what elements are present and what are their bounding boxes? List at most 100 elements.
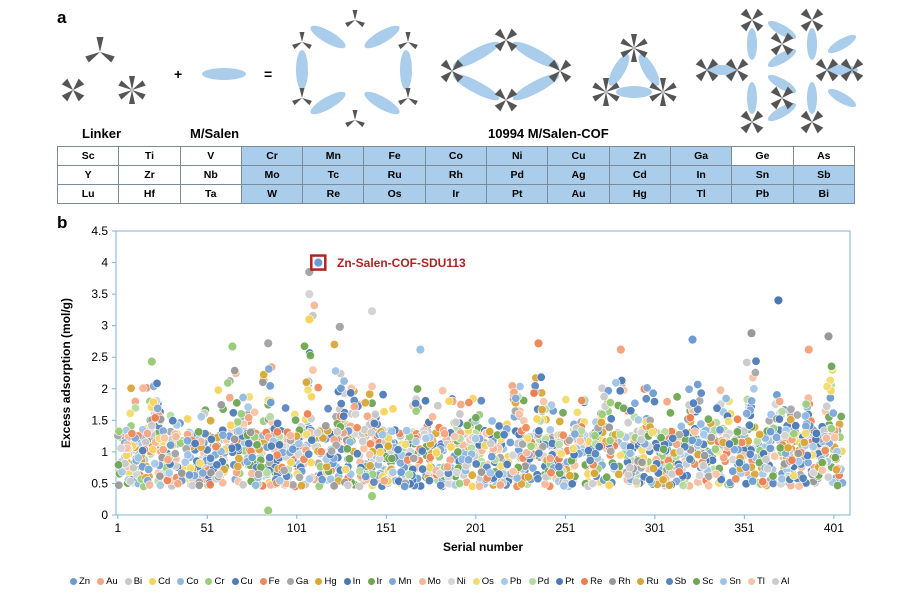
legend-item-sn: Sn [720, 576, 741, 587]
data-point-mn [511, 393, 521, 403]
data-point-re [787, 455, 797, 465]
element-cell-os: Os [363, 184, 426, 204]
data-point-mn [684, 384, 694, 394]
data-point-al [358, 436, 368, 446]
legend-item-hg: Hg [315, 576, 337, 587]
data-point-pb [411, 437, 421, 447]
data-point-bi [742, 357, 752, 367]
data-point-cr [147, 356, 157, 367]
legend-marker-icon [389, 577, 397, 585]
cof-count-caption: 10994 M/Salen-COF [488, 126, 609, 141]
data-point-al [823, 472, 833, 482]
data-point-co [251, 480, 261, 490]
data-point-zn [741, 462, 751, 472]
data-point-sn [331, 366, 341, 376]
data-point-sc [453, 447, 463, 457]
data-point-sc [732, 427, 742, 437]
data-point-sc [252, 440, 262, 450]
data-point-ru [126, 383, 136, 393]
data-point-ni [695, 471, 705, 481]
data-point-hg [658, 475, 668, 485]
data-point-sb [590, 449, 600, 459]
data-point-cd [213, 385, 223, 395]
data-point-tl [365, 449, 375, 459]
legend-marker-icon [315, 577, 323, 585]
data-point-al [343, 480, 353, 490]
data-point-fe [425, 452, 435, 462]
data-point-zn [687, 435, 697, 445]
element-cell-bi: Bi [792, 184, 856, 204]
data-point-al [125, 476, 135, 486]
data-point-cu [668, 433, 678, 443]
kagome-cof-icon [695, 8, 864, 134]
legend-marker-icon [97, 577, 105, 585]
data-point-ni [367, 306, 377, 316]
data-point-au [225, 393, 235, 403]
data-point-sc [830, 453, 840, 463]
data-point-co [696, 419, 706, 429]
data-point-cr [223, 378, 233, 388]
rhombic-cof-icon [440, 28, 572, 112]
data-point-pt [615, 386, 625, 396]
legend-marker-icon [581, 577, 589, 585]
data-point-cr [367, 491, 377, 501]
highlight-box [310, 254, 327, 271]
data-point-ni [780, 430, 790, 440]
data-point-sb [685, 454, 695, 464]
data-point-tl [794, 481, 804, 491]
data-point-rh [321, 421, 331, 431]
data-point-pt [138, 446, 148, 456]
data-point-ru [365, 461, 375, 471]
legend-label: Au [106, 575, 118, 587]
periodic-table-row: Y Zr Nb Mo Tc Ru Rh Pd Ag Cd In Sn Sb [56, 165, 856, 185]
element-cell-lu: Lu [56, 184, 120, 204]
data-point-rh [155, 471, 165, 481]
data-point-tl [539, 397, 549, 407]
data-point-sc [817, 458, 827, 468]
data-point-zn [266, 397, 276, 407]
legend-item-pt: Pt [556, 576, 574, 587]
legend-marker-icon [259, 577, 267, 585]
msalen-caption: M/Salen [190, 126, 240, 141]
data-point-bi [625, 463, 635, 473]
legend-item-zn: Zn [70, 576, 90, 587]
data-point-cd [388, 404, 398, 414]
legend-item-sc: Sc [693, 576, 713, 587]
data-point-fe [521, 423, 531, 433]
data-point-mo [309, 300, 319, 310]
legend-label: Co [186, 575, 199, 587]
data-point-cu [645, 475, 655, 485]
legend-label: Tl [756, 575, 765, 587]
legend-marker-icon [500, 577, 508, 585]
data-point-au [456, 399, 466, 409]
legend-marker-icon [693, 577, 701, 585]
data-point-ga [409, 453, 419, 463]
data-point-al [822, 401, 832, 411]
data-point-tl [308, 365, 318, 375]
legend-label: Re [590, 575, 603, 587]
data-point-pb [155, 480, 165, 490]
data-point-hg [755, 429, 765, 439]
data-point-cu [734, 458, 744, 468]
legend-item-mn: Mn [389, 576, 412, 587]
data-point-fe [546, 468, 556, 478]
legend-label: Fe [268, 575, 280, 587]
legend-marker-icon [70, 577, 77, 585]
legend-label: Os [481, 575, 494, 587]
data-point-co [487, 416, 497, 426]
data-point-rh [230, 434, 240, 444]
data-point-ir [412, 384, 422, 394]
data-point-au [616, 344, 626, 355]
data-point-hg [383, 441, 393, 451]
data-point-in [274, 440, 284, 450]
data-point-pb [545, 425, 555, 435]
data-point-pt [417, 446, 427, 456]
data-point-pd [131, 403, 141, 413]
data-point-rh [177, 468, 187, 478]
legend-label: Sb [674, 575, 687, 587]
data-point-sc [775, 443, 785, 453]
data-point-mn [463, 455, 473, 465]
data-point-os [647, 427, 657, 437]
legend-item-sb: Sb [665, 575, 687, 587]
legend-label: In [352, 575, 361, 587]
